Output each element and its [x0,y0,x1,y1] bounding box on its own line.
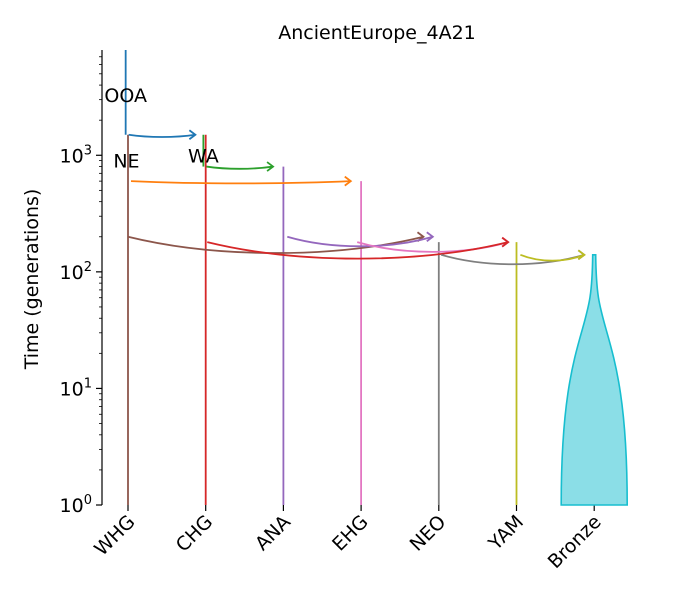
y-tick-label: 101 [60,376,92,400]
x-tick-label: ANA [251,511,295,555]
arrow-head [577,249,586,261]
arrow-head [188,129,197,140]
x-tick-label: CHG [172,511,217,556]
admixture-arrow [287,235,434,248]
split-arrow [130,180,351,185]
migration-arrows [127,129,586,266]
y-axis: 100 101 102 103 [60,50,595,517]
split-arrow [128,133,196,138]
arrow-head [344,175,353,187]
ancestral-label: NE [113,151,139,173]
y-tick-label: 100 [60,493,92,517]
split-arrow [206,165,274,170]
arrow-head [426,231,435,242]
arrow-head [501,236,510,248]
admixture-arrow [127,235,424,254]
x-tick-label: Bronze [544,511,606,573]
y-tick-label: 103 [60,143,92,167]
arrow-head [266,161,275,172]
chart-title: AncientEurope_4A21 [278,22,476,44]
x-tick-label: YAM [484,511,528,555]
admixture-arrow [520,253,585,262]
population-violin [560,254,629,506]
y-axis-label: Time (generations) [21,189,43,371]
x-tick-label: EHG [328,511,373,556]
population-labels: WHG CHG ANA EHG NEO YAM Bronze OOA NE WA [90,85,606,573]
ancestral-label: OOA [104,85,147,107]
x-tick-label: NEO [406,511,451,556]
y-tick-label: 102 [60,260,92,284]
population-lines [124,50,629,506]
x-tick-label: WHG [90,511,139,560]
admixture-arrow [207,241,509,260]
ancestral-label: WA [188,145,219,167]
